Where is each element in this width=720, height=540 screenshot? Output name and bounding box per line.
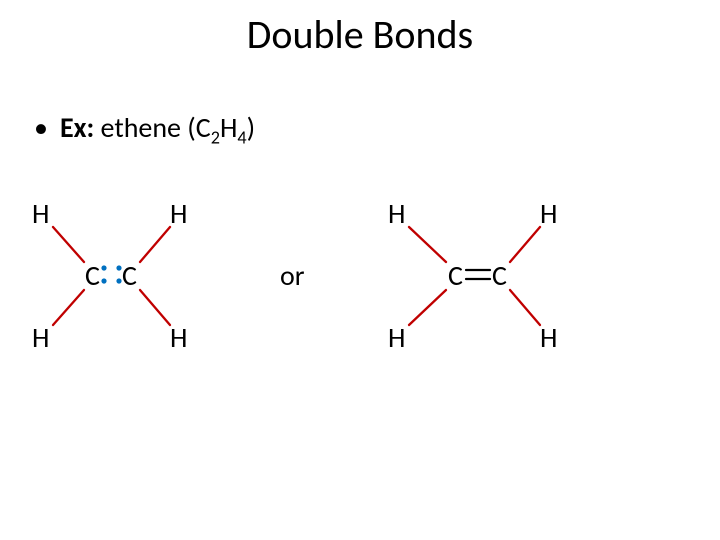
bond-overlay bbox=[0, 0, 720, 540]
right-ch-bonds bbox=[409, 227, 540, 325]
right-h-bot-right: H bbox=[540, 320, 557, 355]
formula-sub-1: 2 bbox=[211, 127, 220, 149]
formula-mid: H bbox=[220, 110, 237, 145]
left-lewis-dots bbox=[101, 265, 121, 283]
bullet-text: Ex: ethene (C2H4) bbox=[60, 110, 255, 145]
formula-suffix: ) bbox=[247, 110, 256, 145]
right-double-bond bbox=[466, 270, 490, 279]
slide: Double Bonds • Ex: ethene (C2H4) H H C C… bbox=[0, 0, 720, 540]
right-h-top-left: H bbox=[388, 196, 405, 231]
right-h-top-right: H bbox=[540, 196, 557, 231]
right-c-right: C bbox=[492, 258, 507, 293]
right-h-bot-left: H bbox=[388, 320, 405, 355]
formula-prefix: ethene (C bbox=[94, 110, 211, 145]
left-h-top-left: H bbox=[32, 196, 49, 231]
right-c-left: C bbox=[448, 258, 463, 293]
ex-label: Ex: bbox=[60, 110, 94, 145]
example-bullet: • Ex: ethene (C2H4) bbox=[34, 110, 255, 145]
left-ch-bonds bbox=[53, 227, 170, 325]
formula-sub-2: 4 bbox=[237, 127, 246, 149]
slide-title: Double Bonds bbox=[0, 10, 720, 59]
left-h-bot-left: H bbox=[32, 320, 49, 355]
left-c-left: C bbox=[85, 258, 100, 293]
left-h-top-right: H bbox=[170, 196, 187, 231]
left-c-right: C bbox=[122, 258, 137, 293]
or-label: or bbox=[280, 258, 305, 293]
left-h-bot-right: H bbox=[170, 320, 187, 355]
bullet-dot: • bbox=[34, 114, 48, 142]
